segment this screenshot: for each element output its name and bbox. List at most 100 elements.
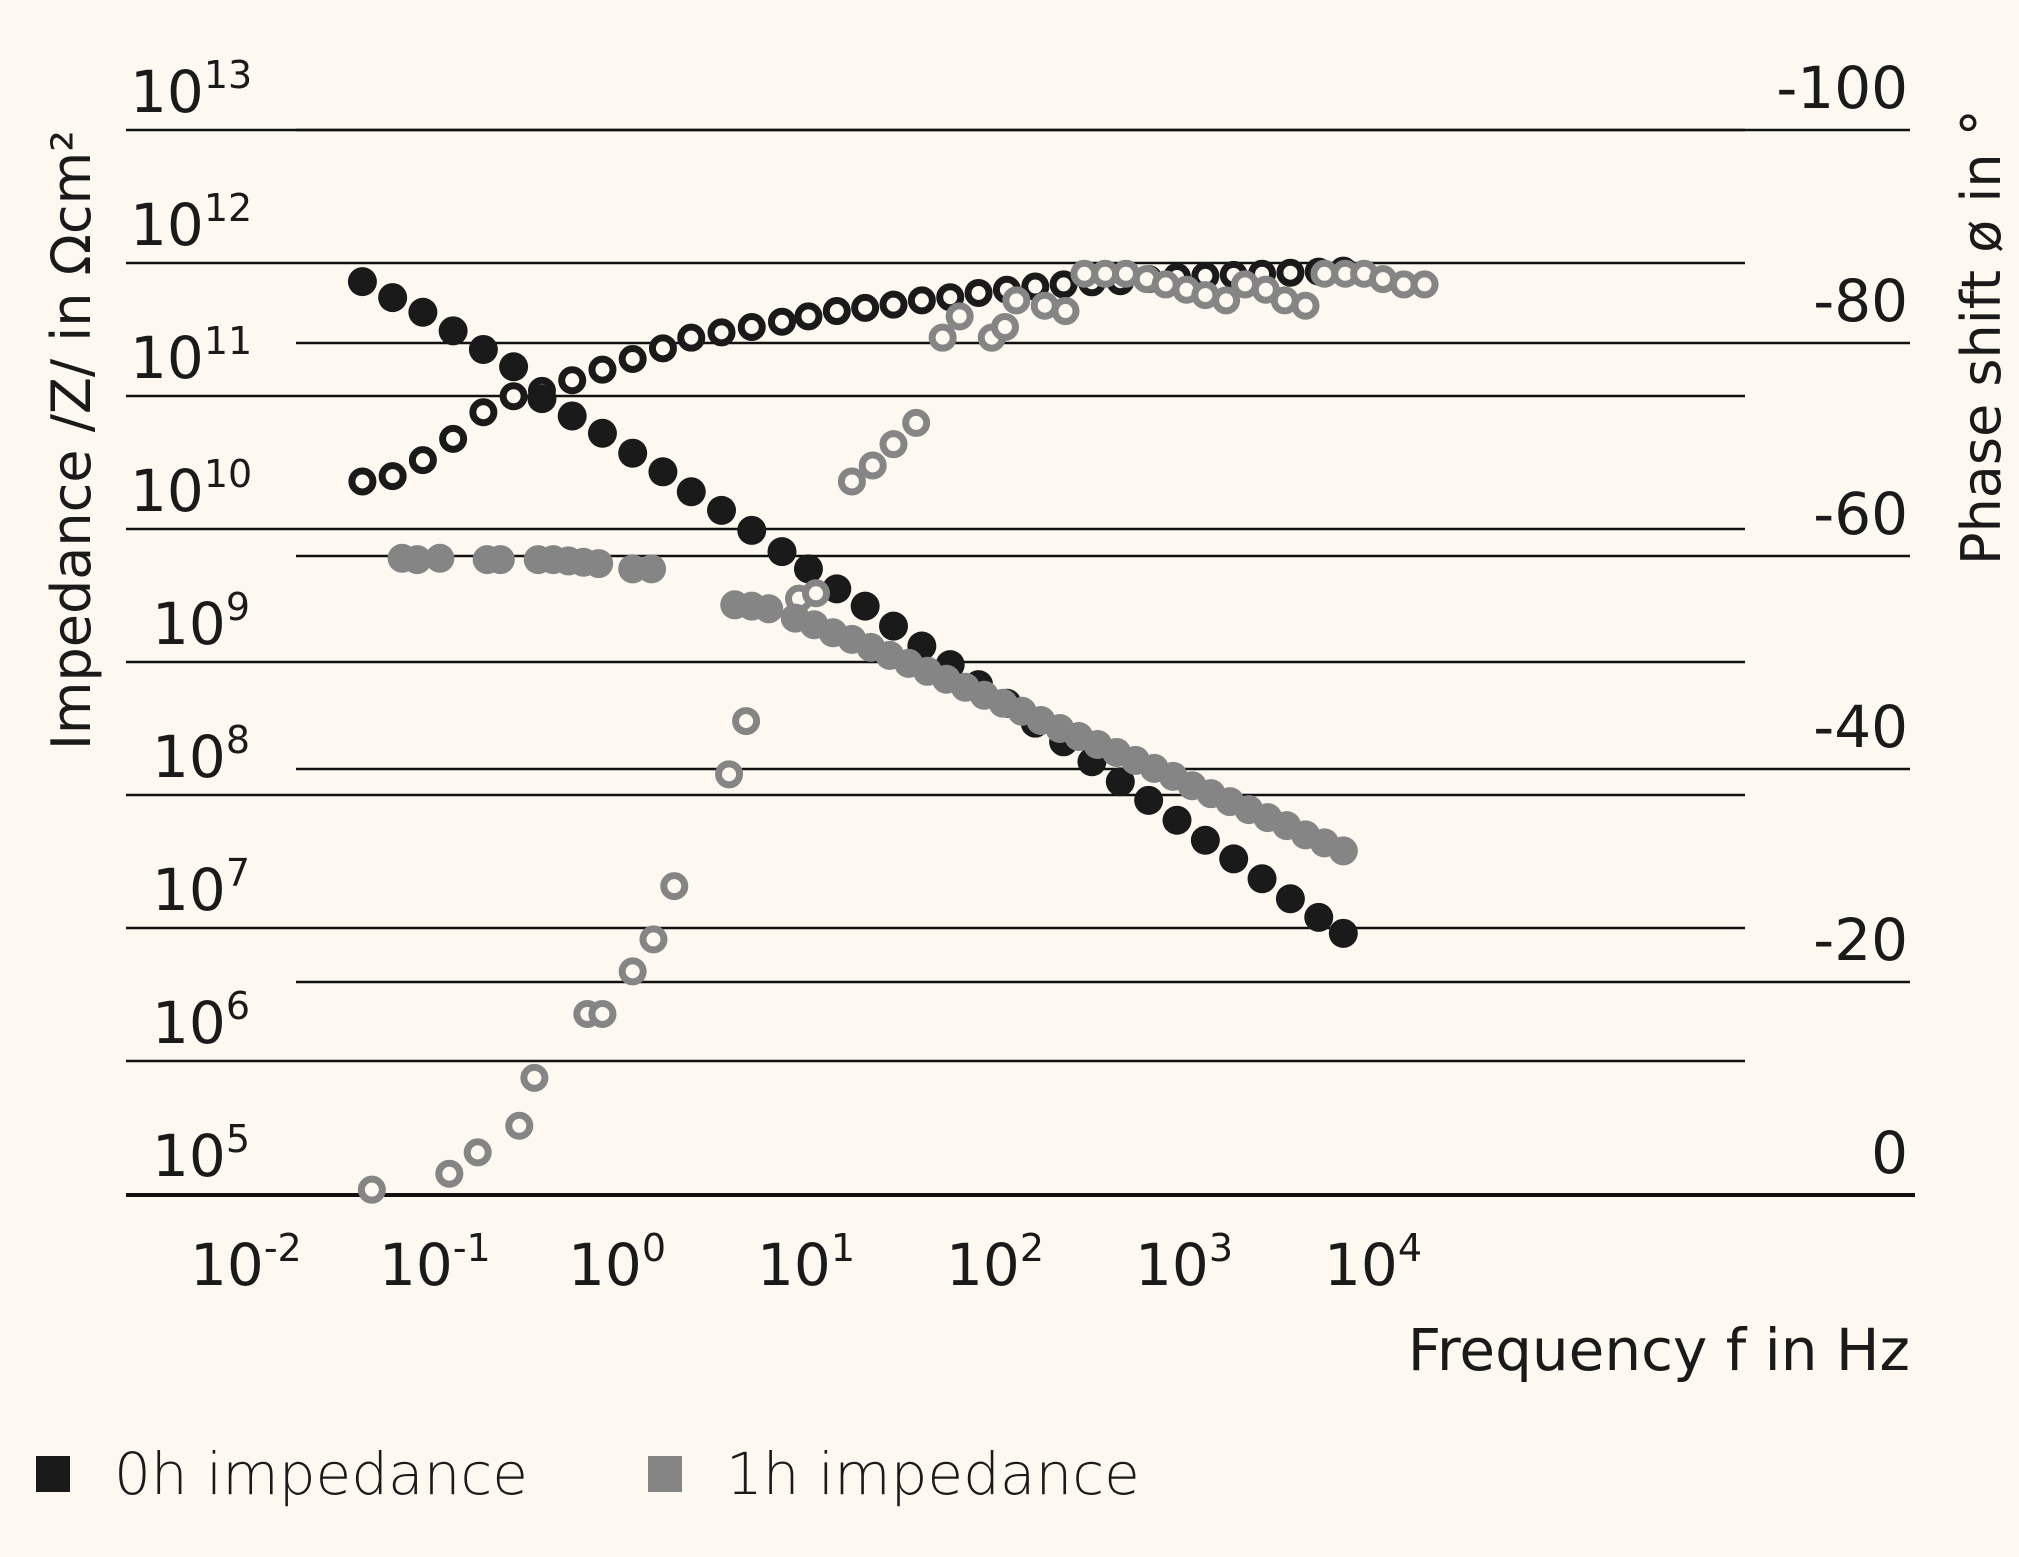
impedance-point	[1328, 918, 1358, 948]
legend-swatch-1h	[647, 1456, 682, 1492]
impedance-point	[527, 384, 557, 414]
impedance-point	[1162, 805, 1192, 835]
x-tick-label: 10-1	[379, 1226, 491, 1299]
impedance-point	[408, 297, 438, 327]
impedance-point	[1219, 844, 1249, 874]
impedance-point	[1190, 825, 1220, 855]
phase-point	[648, 334, 677, 363]
right-tick-label: -40	[1813, 693, 1908, 761]
phase-point	[732, 707, 761, 736]
phase-point	[469, 398, 498, 427]
phase-point	[715, 760, 744, 789]
left-tick-label: 1012	[130, 186, 252, 259]
right-tick-label: -20	[1813, 906, 1908, 974]
impedance-point	[485, 545, 515, 575]
impedance-point	[637, 554, 667, 584]
phase-point	[408, 446, 437, 475]
left-tick-label: 107	[152, 851, 250, 924]
x-tick-label: 100	[568, 1226, 666, 1299]
phase-point	[802, 579, 831, 608]
x-tick-label: 103	[1135, 1226, 1233, 1299]
left-tick-label: 1011	[130, 319, 252, 392]
impedance-point	[793, 554, 823, 584]
phase-point	[902, 408, 931, 437]
impedance-point	[618, 438, 648, 468]
impedance-point	[468, 334, 498, 364]
phase-point	[945, 302, 974, 331]
x-axis-label: Frequency f in Hz	[1408, 1316, 1910, 1384]
phase-point	[964, 278, 993, 307]
phase-point	[378, 462, 407, 491]
impedance-point	[648, 457, 678, 487]
impedance-point	[425, 543, 455, 573]
impedance-point	[438, 316, 468, 346]
phase-point	[439, 424, 468, 453]
phase-point	[357, 1175, 386, 1204]
phase-point	[558, 366, 587, 395]
impedance-point	[676, 477, 706, 507]
phase-point	[588, 355, 617, 384]
phase-point	[907, 286, 936, 315]
legend: 0h impedance 1h impedance	[36, 1440, 1260, 1508]
phase-point	[991, 313, 1020, 342]
left-axis-ticks: 1013 1012 1011 1010 109 108 107 106 105	[130, 53, 252, 1190]
phase-point	[837, 467, 866, 496]
phase-point	[1051, 297, 1080, 326]
left-tick-label: 106	[152, 984, 250, 1057]
phase-point	[737, 313, 766, 342]
right-axis-ticks: -100 -80 -60 -40 -20 0	[1776, 54, 1908, 1187]
impedance-point	[587, 418, 617, 448]
x-tick-label: 104	[1324, 1226, 1422, 1299]
phase-point	[851, 293, 880, 322]
right-tick-label: -100	[1776, 54, 1908, 122]
impedance-point	[347, 267, 377, 297]
x-tick-label: 101	[757, 1226, 855, 1299]
legend-label-1h: 1h impedance	[725, 1440, 1140, 1508]
phase-point	[1002, 286, 1031, 315]
impedance-point	[557, 401, 587, 431]
legend-item-1h: 1h impedance	[647, 1440, 1140, 1508]
impedance-point	[1275, 884, 1305, 914]
phase-point	[520, 1063, 549, 1092]
legend-label-0h: 0h impedance	[114, 1440, 528, 1508]
impedance-point	[1134, 785, 1164, 815]
phase-point	[879, 430, 908, 459]
impedance-point	[499, 352, 529, 382]
impedance-point	[1105, 767, 1135, 797]
phase-point	[767, 307, 796, 336]
phase-point	[1410, 270, 1439, 299]
impedance-point	[1247, 864, 1277, 894]
left-axis-label: Impedance /Z/ in Ωcm²	[40, 130, 103, 750]
x-tick-label: 10-2	[190, 1226, 302, 1299]
impedance-point	[737, 515, 767, 545]
right-tick-label: -80	[1813, 267, 1908, 335]
phase-point	[505, 1111, 534, 1140]
left-tick-label: 108	[152, 718, 250, 791]
phase-point	[499, 382, 528, 411]
phase-point	[1049, 270, 1078, 299]
data-points	[347, 256, 1439, 1204]
phase-point	[1212, 286, 1241, 315]
phase-point	[794, 302, 823, 331]
phase-point	[348, 467, 377, 496]
phase-point	[618, 957, 647, 986]
right-axis-label: Phase shift ø in °	[1950, 109, 2013, 565]
left-tick-label: 105	[152, 1117, 250, 1190]
phase-point	[707, 318, 736, 347]
impedance-point	[1304, 902, 1334, 932]
impedance-point	[767, 537, 797, 567]
phase-point	[588, 999, 617, 1028]
right-tick-label: -60	[1813, 480, 1908, 548]
phase-point	[677, 323, 706, 352]
impedance-point	[402, 545, 432, 575]
impedance-point	[378, 283, 408, 313]
phase-point	[618, 344, 647, 373]
phase-point	[639, 925, 668, 954]
impedance-point	[754, 594, 784, 624]
left-tick-label: 1010	[130, 452, 252, 525]
phase-point	[928, 323, 957, 352]
impedance-point	[879, 611, 908, 641]
phase-point	[435, 1159, 464, 1188]
phase-point	[858, 451, 887, 480]
